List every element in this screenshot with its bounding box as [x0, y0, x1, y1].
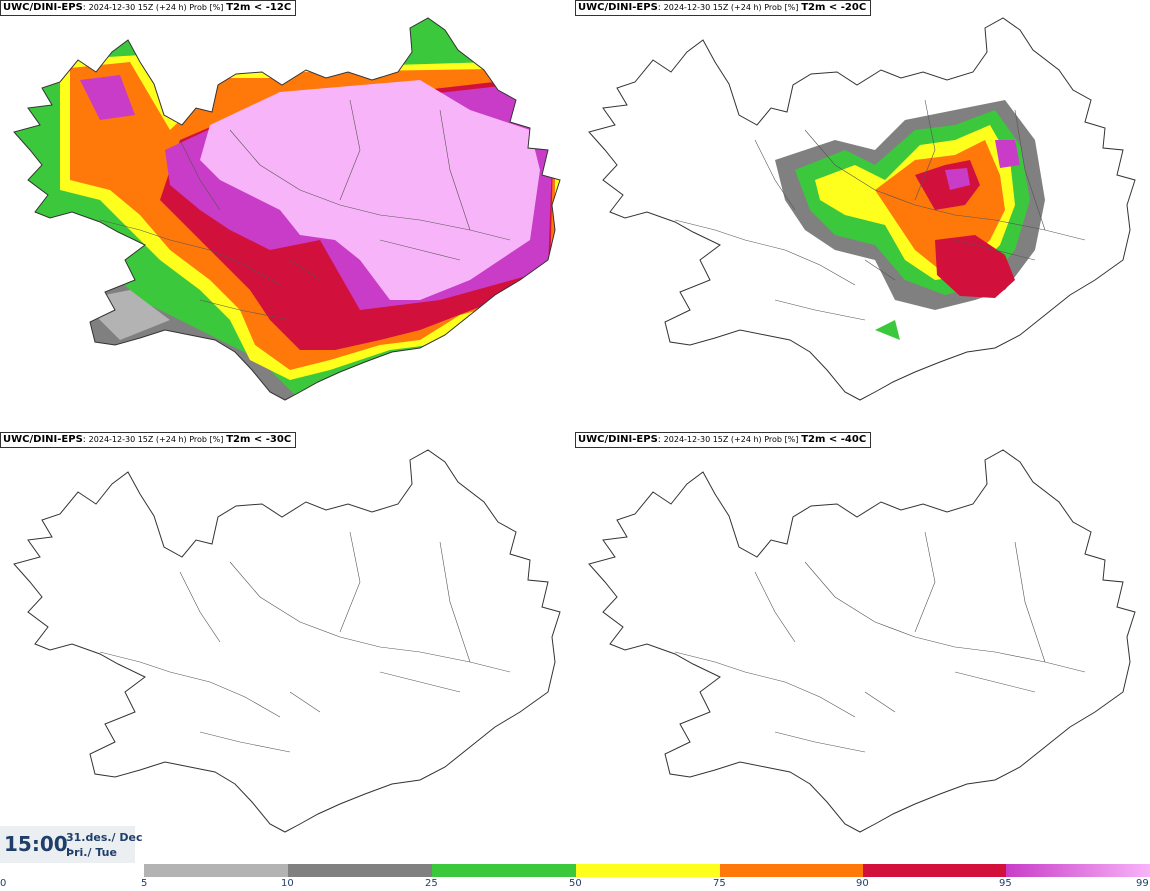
legend-tick: 95 [999, 878, 1012, 889]
probability-legend [144, 864, 1150, 877]
map-panel-t2m-minus-20: UWC/DINI-EPS: 2024-12-30 15Z (+24 h) Pro… [575, 0, 1150, 432]
map-panel-t2m-minus-30: UWC/DINI-EPS: 2024-12-30 15Z (+24 h) Pro… [0, 432, 575, 864]
legend-swatch-50-75 [576, 864, 720, 877]
valid-time-box: 15:00 31.des./ Dec Þri./ Tue [0, 826, 143, 863]
probability-map [588, 449, 1136, 833]
legend-tick: 90 [856, 878, 869, 889]
panel-title: UWC/DINI-EPS: 2024-12-30 15Z (+24 h) Pro… [575, 0, 872, 16]
legend-swatch-95-99 [1006, 864, 1150, 877]
legend-tick: 0 [0, 878, 7, 889]
legend-swatch-90-95 [863, 864, 1006, 877]
valid-date: 31.des./ Dec [66, 831, 143, 844]
legend-tick: 10 [281, 878, 294, 889]
legend-tick: 5 [141, 878, 148, 889]
legend-tick: 50 [569, 878, 582, 889]
legend-swatch-10-25 [288, 864, 432, 877]
map-panel-t2m-minus-40: UWC/DINI-EPS: 2024-12-30 15Z (+24 h) Pro… [575, 432, 1150, 864]
panel-title: UWC/DINI-EPS: 2024-12-30 15Z (+24 h) Pro… [0, 0, 297, 16]
probability-map [13, 17, 561, 401]
legend-swatch-25-50 [432, 864, 576, 877]
legend-tick: 75 [713, 878, 726, 889]
map-panel-t2m-minus-12: UWC/DINI-EPS: 2024-12-30 15Z (+24 h) Pro… [0, 0, 575, 432]
probability-map [13, 449, 561, 833]
panel-title: UWC/DINI-EPS: 2024-12-30 15Z (+24 h) Pro… [575, 432, 872, 448]
probability-field [775, 100, 1045, 340]
panel-title: UWC/DINI-EPS: 2024-12-30 15Z (+24 h) Pro… [0, 432, 297, 448]
valid-day: Þri./ Tue [66, 846, 117, 859]
probability-field [14, 18, 560, 400]
legend-swatch-75-90 [720, 864, 863, 877]
valid-time-clock: 15:00 [4, 832, 68, 856]
legend-tick: 25 [425, 878, 438, 889]
legend-swatch-5-10 [144, 864, 288, 877]
probability-map [588, 17, 1136, 401]
legend-tick: 99 [1136, 878, 1149, 889]
